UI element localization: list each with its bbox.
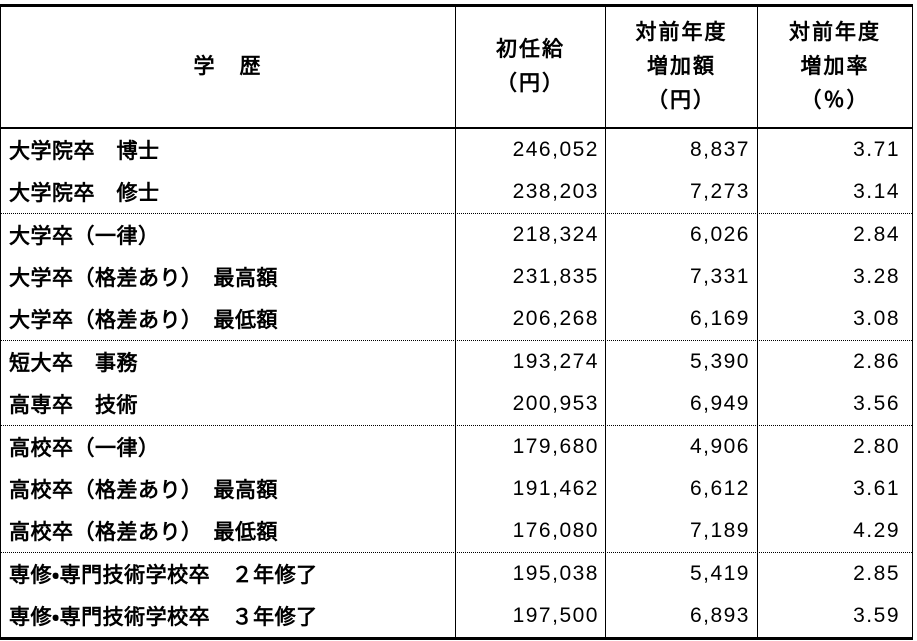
row-group: 短大卒 事務 193,274 5,390 2.86 高専卒 技術 200,953 6,949… bbox=[1, 340, 912, 425]
education-cell: 専修・専門技術学校卒 ２年修了 bbox=[9, 564, 318, 587]
row-group: 大学卒（一律） 218,324 6,026 2.84 大学卒（格差あり） 最高額 231,… bbox=[1, 213, 912, 340]
row-group: 高校卒（一律） 179,680 4,906 2.80 高校卒（格差あり） 最高額 191,… bbox=[1, 425, 912, 552]
salary-cell: 179,680 bbox=[455, 426, 605, 468]
salary-cell: 206,268 bbox=[455, 298, 605, 340]
header-yoy-increase-rate-line1: 対前年度 bbox=[789, 21, 881, 44]
rate-cell: 3.08 bbox=[757, 298, 912, 340]
education-cell: 大学卒（一律） bbox=[9, 225, 160, 248]
rate-cell: 3.61 bbox=[757, 468, 912, 510]
increase-cell: 7,331 bbox=[605, 256, 757, 298]
salary-cell: 231,835 bbox=[455, 256, 605, 298]
table-row: 専修・専門技術学校卒 ３年修了 197,500 6,893 3.59 bbox=[1, 595, 912, 637]
table-row: 大学卒（格差あり） 最低額 206,268 6,169 3.08 bbox=[1, 298, 912, 340]
increase-cell: 6,612 bbox=[605, 468, 757, 510]
education-cell: 短大卒 事務 bbox=[9, 352, 138, 375]
header-yoy-increase-amount: 対前年度 増加額 （円） bbox=[605, 7, 757, 127]
table-row: 短大卒 事務 193,274 5,390 2.86 bbox=[1, 341, 912, 383]
increase-cell: 8,837 bbox=[605, 129, 757, 171]
increase-cell: 5,419 bbox=[605, 553, 757, 595]
salary-cell: 197,500 bbox=[455, 595, 605, 637]
salary-cell: 238,203 bbox=[455, 171, 605, 213]
rate-cell: 3.14 bbox=[757, 171, 912, 213]
header-starting-salary-line2: （円） bbox=[496, 72, 565, 95]
header-starting-salary-line1: 初任給 bbox=[496, 38, 565, 61]
increase-cell: 7,273 bbox=[605, 171, 757, 213]
salary-cell: 200,953 bbox=[455, 383, 605, 425]
header-yoy-increase-rate-line3: （％） bbox=[800, 89, 870, 112]
row-group: 大学院卒 博士 246,052 8,837 3.71 大学院卒 修士 238,203 7,2… bbox=[1, 129, 912, 213]
rate-cell: 3.28 bbox=[757, 256, 912, 298]
rate-cell: 4.29 bbox=[757, 510, 912, 552]
increase-cell: 7,189 bbox=[605, 510, 757, 552]
rate-cell: 2.84 bbox=[757, 214, 912, 256]
education-cell: 専修・専門技術学校卒 ３年修了 bbox=[9, 606, 318, 629]
salary-cell: 191,462 bbox=[455, 468, 605, 510]
increase-cell: 6,949 bbox=[605, 383, 757, 425]
salary-cell: 176,080 bbox=[455, 510, 605, 552]
increase-cell: 4,906 bbox=[605, 426, 757, 468]
rate-cell: 2.80 bbox=[757, 426, 912, 468]
salary-cell: 246,052 bbox=[455, 129, 605, 171]
table-row: 専修・専門技術学校卒 ２年修了 195,038 5,419 2.85 bbox=[1, 553, 912, 595]
education-cell: 高専卒 技術 bbox=[9, 394, 138, 417]
education-cell: 大学卒（格差あり） 最低額 bbox=[9, 309, 278, 332]
salary-cell: 193,274 bbox=[455, 341, 605, 383]
education-cell: 高校卒（格差あり） 最低額 bbox=[9, 521, 278, 544]
education-cell: 高校卒（一律） bbox=[9, 437, 160, 460]
table-row: 高専卒 技術 200,953 6,949 3.56 bbox=[1, 383, 912, 425]
education-cell: 大学院卒 博士 bbox=[9, 140, 160, 163]
header-starting-salary: 初任給 （円） bbox=[455, 7, 605, 127]
education-cell: 大学院卒 修士 bbox=[9, 182, 160, 205]
row-group: 専修・専門技術学校卒 ２年修了 195,038 5,419 2.85 専修・専門技術学校… bbox=[1, 552, 912, 637]
table-row: 大学卒（一律） 218,324 6,026 2.84 bbox=[1, 214, 912, 256]
header-yoy-increase-amount-line1: 対前年度 bbox=[635, 21, 728, 44]
increase-cell: 6,893 bbox=[605, 595, 757, 637]
table-row: 高校卒（格差あり） 最低額 176,080 7,189 4.29 bbox=[1, 510, 912, 552]
header-yoy-increase-rate: 対前年度 増加率 （％） bbox=[757, 7, 912, 127]
header-education-label: 学 歴 bbox=[193, 55, 263, 78]
header-yoy-increase-amount-line3: （円） bbox=[647, 89, 716, 112]
rate-cell: 3.56 bbox=[757, 383, 912, 425]
table-row: 大学院卒 博士 246,052 8,837 3.71 bbox=[1, 129, 912, 171]
increase-cell: 6,026 bbox=[605, 214, 757, 256]
rate-cell: 2.86 bbox=[757, 341, 912, 383]
education-cell: 大学卒（格差あり） 最高額 bbox=[9, 267, 278, 290]
header-yoy-increase-amount-line2: 増加額 bbox=[647, 55, 716, 78]
table-row: 大学卒（格差あり） 最高額 231,835 7,331 3.28 bbox=[1, 256, 912, 298]
header-yoy-increase-rate-line2: 増加率 bbox=[800, 55, 870, 78]
education-cell: 高校卒（格差あり） 最高額 bbox=[9, 479, 278, 502]
table-header-row: 学 歴 初任給 （円） 対前年度 増加額 （円） 対前年度 増加率 （％） bbox=[1, 7, 912, 129]
salary-cell: 218,324 bbox=[455, 214, 605, 256]
table-row: 高校卒（一律） 179,680 4,906 2.80 bbox=[1, 426, 912, 468]
header-education: 学 歴 bbox=[1, 7, 455, 127]
table-row: 高校卒（格差あり） 最高額 191,462 6,612 3.61 bbox=[1, 468, 912, 510]
increase-cell: 6,169 bbox=[605, 298, 757, 340]
increase-cell: 5,390 bbox=[605, 341, 757, 383]
rate-cell: 3.59 bbox=[757, 595, 912, 637]
table-body: 大学院卒 博士 246,052 8,837 3.71 大学院卒 修士 238,203 7,2… bbox=[1, 129, 912, 637]
starting-salary-table: 学 歴 初任給 （円） 対前年度 増加額 （円） 対前年度 増加率 （％） 大学… bbox=[0, 4, 913, 640]
salary-cell: 195,038 bbox=[455, 553, 605, 595]
rate-cell: 3.71 bbox=[757, 129, 912, 171]
rate-cell: 2.85 bbox=[757, 553, 912, 595]
table-row: 大学院卒 修士 238,203 7,273 3.14 bbox=[1, 171, 912, 213]
